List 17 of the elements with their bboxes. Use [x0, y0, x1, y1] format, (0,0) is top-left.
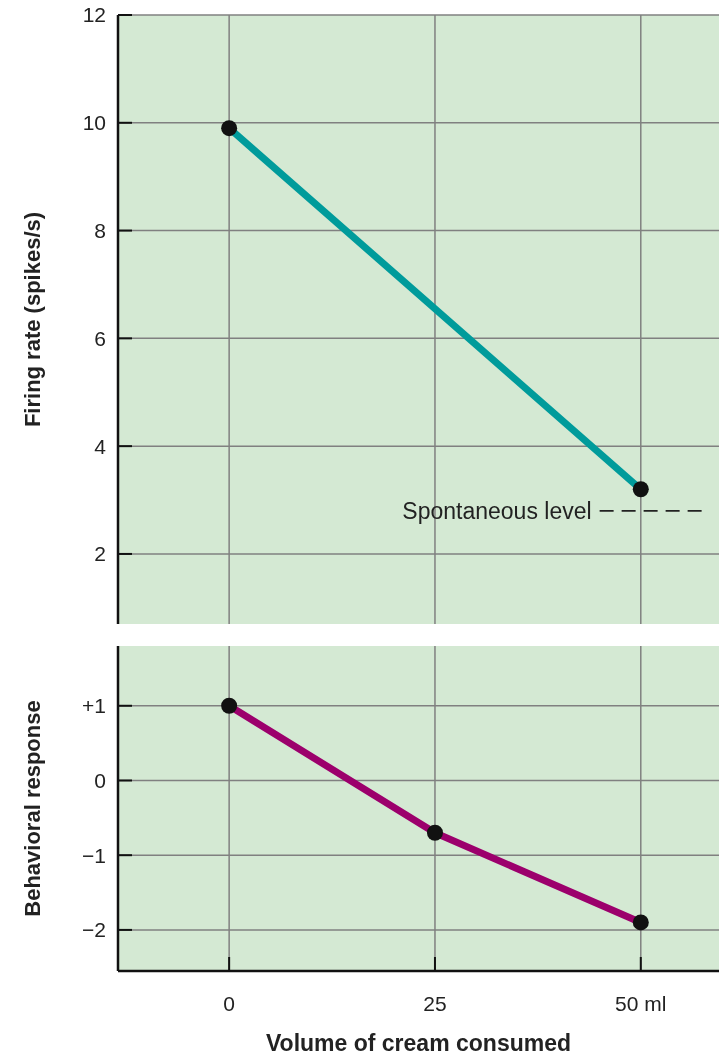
x-tick-label: 50 ml — [615, 992, 667, 1015]
y-tick-label: 2 — [94, 542, 106, 566]
y-tick-label: 6 — [94, 326, 106, 350]
x-tick-label: 0 — [223, 992, 235, 1015]
x-axis-title: Volume of cream consumed — [265, 1030, 572, 1056]
y-tick-label: +1 — [82, 694, 106, 718]
y-tick-label: 8 — [94, 218, 106, 242]
y-tick-label: 12 — [82, 3, 106, 27]
y-axis-title: Behavioral response — [20, 700, 45, 917]
y-tick-label: 10 — [82, 111, 106, 135]
y-tick-label: −1 — [82, 843, 106, 867]
y-axis-title: Firing rate (spikes/s) — [20, 211, 45, 428]
x-tick-label: 25 — [423, 992, 447, 1015]
y-tick-label: −2 — [82, 918, 106, 942]
ref-line-label: Spontaneous level — [402, 497, 592, 524]
y-tick-label: 0 — [94, 768, 106, 792]
y-tick-label: 4 — [94, 434, 107, 458]
